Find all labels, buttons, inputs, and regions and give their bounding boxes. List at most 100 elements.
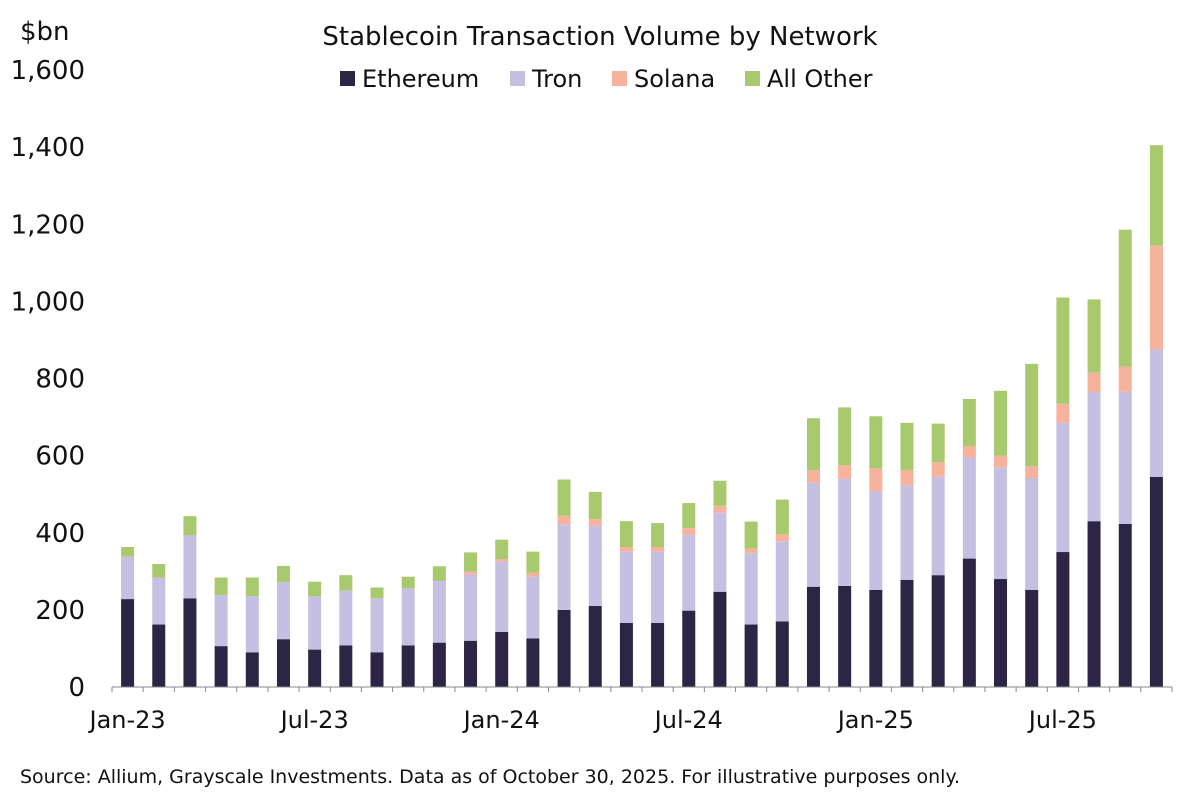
y-tick-label: 0 [68,673,85,703]
bar-all-other [401,576,415,589]
bar-solana [838,465,852,479]
bar-all-other [1056,297,1070,404]
bar-all-other [806,418,820,471]
bar-ethereum [495,631,509,687]
bar-ethereum [682,610,696,687]
bar-tron [121,556,135,600]
bar-solana [526,572,540,577]
bar-ethereum [1056,552,1070,687]
y-axis-label: $bn [20,17,70,47]
bar-all-other [370,587,384,599]
bar-all-other [994,390,1008,456]
bar-tron [1025,477,1039,590]
bar-tron [775,541,789,622]
bar-all-other [339,575,353,591]
bar-tron [994,467,1008,580]
bar-ethereum [962,558,976,687]
bar-all-other [464,552,478,572]
bar-tron [1056,422,1070,553]
x-tick-label: Jul-24 [653,706,723,734]
x-axis-ticks: Jan-23 Jul-23 Jan-24 Jul-24 Jan-25 Jul-25 [87,687,1173,734]
bar-ethereum [152,624,166,687]
bar-tron [401,588,415,646]
bar-ethereum [806,586,820,687]
y-tick-label: 800 [35,365,85,395]
bar-tron [339,590,353,646]
bar-solana [588,519,602,526]
bar-tron [557,524,571,610]
bar-tron [152,577,166,625]
bar-all-other [588,491,602,520]
bar-all-other [245,577,259,596]
bar-ethereum [900,579,914,687]
x-tick-label: Jan-24 [462,706,540,734]
bar-all-other [121,547,135,557]
legend-label-tron: Tron [531,65,582,93]
bar-solana [619,547,633,552]
y-tick-label: 400 [35,519,85,549]
bar-ethereum [183,598,197,687]
legend-swatch-tron [510,71,525,86]
y-tick-label: 1,400 [11,133,85,163]
bar-solana [775,534,789,542]
bar-tron [588,525,602,607]
bar-all-other [526,551,540,573]
bar-all-other [1087,299,1101,373]
chart-title: Stablecoin Transaction Volume by Network [322,22,877,52]
bar-tron [495,561,509,632]
bar-tron [276,582,290,640]
bar-solana [495,558,509,562]
legend-label-all-other: All Other [767,65,873,93]
bar-ethereum [588,606,602,687]
bar-ethereum [1149,476,1163,687]
bar-tron [962,457,976,559]
bar-all-other [276,565,290,583]
bar-tron [245,595,259,653]
legend-swatch-all-other [745,71,760,86]
bar-ethereum [557,609,571,687]
bar-all-other [557,479,571,516]
bar-solana [900,469,914,486]
bar-all-other [651,523,665,548]
bar-solana [713,505,727,513]
bar-all-other [744,521,758,549]
bar-solana [806,470,820,483]
bar-tron [806,482,820,587]
bar-ethereum [869,589,883,687]
bar-solana [1056,403,1070,423]
bar-ethereum [994,579,1008,687]
legend-swatch-solana [612,71,627,86]
y-tick-label: 1,200 [11,210,85,240]
bar-solana [1087,372,1101,392]
x-tick-label: Jan-25 [836,706,914,734]
bar-all-other [183,516,197,536]
bar-all-other [838,407,852,466]
legend-swatch-ethereum [340,71,355,86]
bar-ethereum [1087,521,1101,687]
bar-tron [370,598,384,653]
bar-tron [651,551,665,623]
bar-tron [619,551,633,623]
y-axis-ticks: 0 200 400 600 800 1,000 1,200 1,400 1,600 [11,56,85,703]
y-tick-label: 1,000 [11,287,85,317]
bar-all-other [152,563,166,578]
bar-all-other [775,499,789,535]
bar-tron [931,476,945,576]
bar-solana [994,455,1008,468]
bar-ethereum [651,622,665,687]
bar-all-other [900,422,914,470]
bar-tron [214,594,228,647]
bar-ethereum [464,640,478,687]
bar-solana [931,462,945,477]
bar-ethereum [339,645,353,687]
bar-ethereum [432,642,446,687]
bar-tron [1149,349,1163,477]
bar-solana [869,468,883,492]
bar-solana [744,548,758,554]
bar-tron [308,596,322,650]
bar-solana [1118,366,1132,392]
bar-ethereum [775,621,789,687]
bar-tron [526,576,540,639]
y-tick-label: 1,600 [11,56,85,86]
bars [121,145,1163,687]
